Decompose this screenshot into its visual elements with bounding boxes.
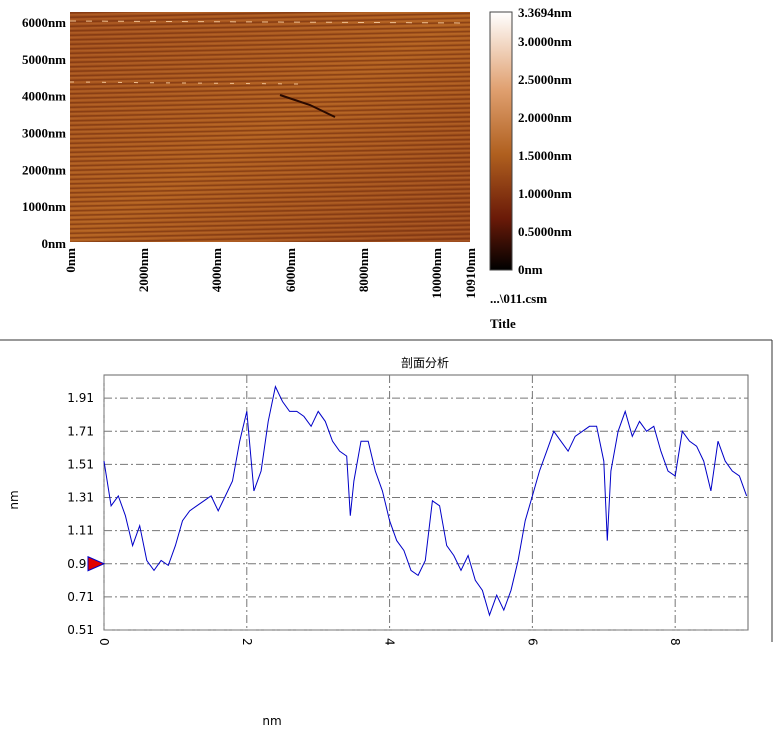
image-title: Title [490,316,516,331]
y-tick-label: 1.71 [67,424,94,438]
image-y-label: 4000nm [22,89,66,104]
y-axis-label: nm [7,490,21,509]
image-x-label: 0nm [63,248,78,273]
colorbar-label: 3.0000nm [518,34,572,49]
colorbar-label: 0.5000nm [518,224,572,239]
colorbar-label: 2.5000nm [518,72,572,87]
x-tick-label: 8 [668,638,682,646]
image-x-label: 10910nm [463,248,478,299]
image-x-label: 2000nm [136,248,151,292]
afm-image [69,12,471,242]
image-x-label: 8000nm [356,248,371,292]
image-x-label: 4000nm [209,248,224,292]
x-axis-label: nm [262,714,281,728]
profile-panel [0,339,773,642]
x-tick-label: 4 [383,638,397,646]
x-tick-label: 6 [525,638,539,646]
y-tick-label: 0.91 [67,557,94,571]
colorbar [489,11,513,271]
colorbar-label: 2.0000nm [518,110,572,125]
y-tick-label: 1.31 [67,491,94,505]
y-tick-label: 0.51 [67,623,94,637]
x-tick-label: 0 [97,638,111,646]
colorbar-label: 3.3694nm [518,5,572,20]
y-tick-label: 1.51 [67,457,94,471]
x-tick-label: 2 [240,638,254,646]
chart-title: 剖面分析 [401,356,449,370]
colorbar-label: 1.0000nm [518,186,572,201]
y-tick-label: 1.91 [67,391,94,405]
image-y-label: 0nm [41,236,66,251]
image-y-label: 1000nm [22,199,66,214]
colorbar-label: 1.5000nm [518,148,572,163]
image-y-label: 2000nm [22,162,66,177]
image-y-label: 5000nm [22,52,66,67]
image-y-label: 3000nm [22,126,66,141]
image-y-label: 6000nm [22,15,66,30]
image-x-label: 6000nm [283,248,298,292]
profile-line [103,385,748,617]
colorbar-label: 0nm [518,262,543,277]
y-tick-label: 1.11 [67,524,94,538]
file-name: ...\011.csm [490,291,547,306]
image-x-label: 10000nm [429,248,444,299]
cursor-marker [87,556,106,572]
y-tick-label: 0.71 [67,590,94,604]
plot-frame [103,374,749,631]
